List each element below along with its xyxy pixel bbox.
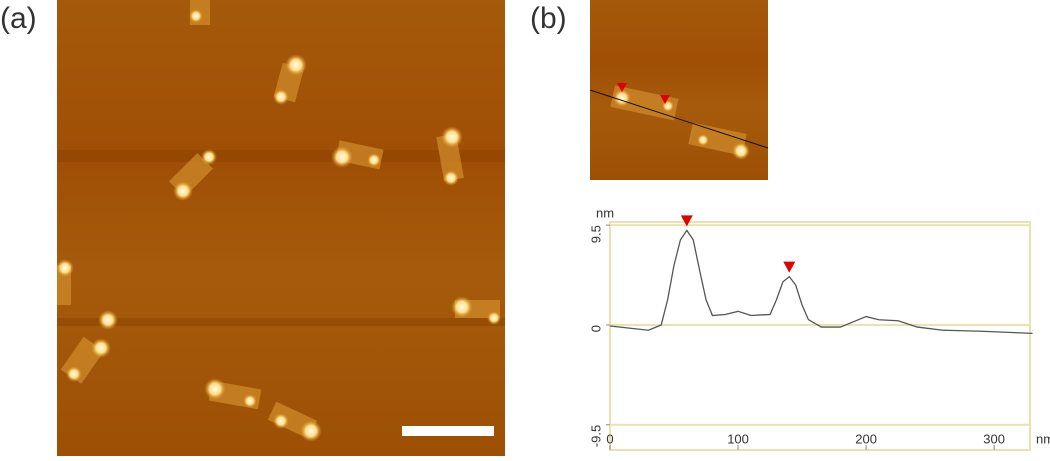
scale-bar: [402, 426, 494, 436]
afm-image: [56, 0, 505, 456]
scan-line: [57, 318, 505, 326]
plot-frame: [609, 221, 1031, 451]
y-tick-label: 9.5: [588, 225, 603, 243]
profile-line: [589, 89, 769, 149]
peak-marker: [680, 215, 693, 227]
bright-spots: [56, 9, 501, 442]
x-axis-label: nm: [1036, 431, 1050, 446]
x-tick-label: 100: [727, 431, 749, 446]
peak-marker: [783, 261, 796, 273]
y-axis-label: nm: [596, 205, 614, 220]
afm-inset: [589, 0, 769, 180]
profile-markers: [617, 83, 670, 104]
scan-line: [57, 150, 505, 162]
profile-line: [609, 229, 1033, 335]
y-tick-label: 0: [588, 325, 603, 332]
x-tick-label: 0: [606, 431, 613, 446]
y-tick-label: -9.5: [588, 425, 603, 447]
x-tick-label: 300: [983, 431, 1005, 446]
panel-label: (a): [0, 2, 37, 35]
afm-background: [57, 0, 505, 456]
panel-label: (b): [530, 2, 567, 35]
x-tick-label: 200: [855, 431, 877, 446]
